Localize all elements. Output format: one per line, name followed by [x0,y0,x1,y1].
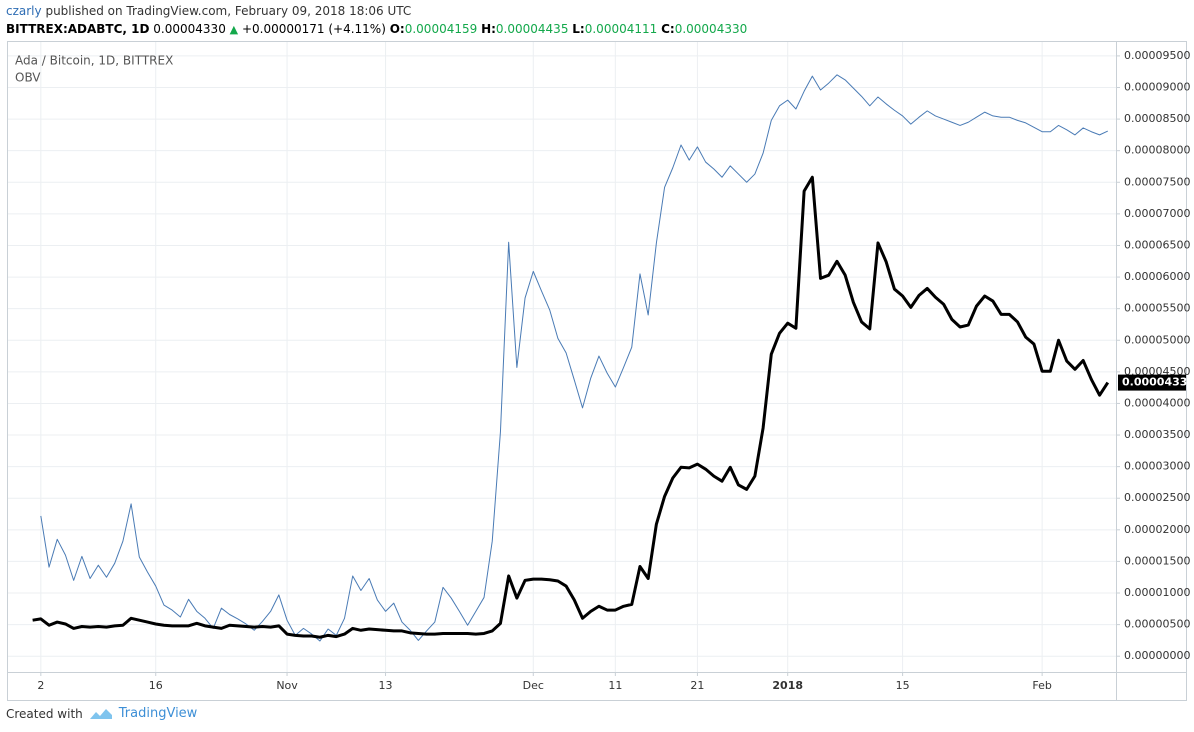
x-tick-label: Dec [523,679,544,692]
low-label: L: [572,22,585,36]
last-price-label: 0.00004330 [1122,376,1194,389]
y-tick-label: 0.00002500 [1124,491,1190,504]
y-tick-label: 0.00007000 [1124,207,1190,220]
last-price: 0.00004330 [153,22,226,36]
x-tick-label: 2018 [772,679,803,692]
up-arrow: ▲ [229,23,239,36]
y-tick-label: 0.00008500 [1124,112,1190,125]
y-tick-label: 0.00005000 [1124,333,1190,346]
last-price-tag [1118,374,1186,391]
plot [32,74,1110,642]
x-tick-label: 16 [149,679,163,692]
y-tick-label: 0.00007500 [1124,175,1190,188]
open-label: O: [389,22,405,36]
footer: Created with TradingView [6,706,197,721]
series-line [40,74,1108,642]
y-tick-label: 0.00008000 [1124,144,1190,157]
y-tick-label: 0.00004000 [1124,396,1190,409]
created-with: Created with [6,706,83,721]
logo [89,708,112,719]
x-tick-label: Nov [276,679,298,692]
x-tick-label: 21 [690,679,704,692]
y-tick-label: 0.00003500 [1124,428,1190,441]
symbol: BITTREX:ADABTC, 1D [6,22,150,36]
grid: 0.00000000 0.00000500 0.00001000 0.00001500… [8,42,1190,692]
y-tick-label: 0.00001500 [1124,554,1190,567]
close-label: C: [661,22,675,36]
y-tick-label: 0.00005500 [1124,302,1190,315]
pane-title: Ada / Bitcoin, 1D, BITTREX [15,54,173,68]
change: +0.00000171 (+4.11%) [241,22,386,36]
ohlc-line: BITTREX:ADABTC, 1D 0.00004330 ▲ +0.00000… [6,22,747,36]
y-tick-label: 0.00000000 [1124,649,1190,662]
x-tick-label: 11 [608,679,622,692]
y-tick-label: 0.00009500 [1124,49,1190,62]
y-tick-label: 0.00006000 [1124,270,1190,283]
x-tick-label: Feb [1032,679,1051,692]
publish-info: published on TradingView.com, February 0… [45,4,412,18]
brand[interactable]: TradingView [118,706,198,721]
y-tick-label: 0.00009000 [1124,80,1190,93]
y-tick-label: 0.00006500 [1124,238,1190,251]
x-tick-label: 2 [37,679,44,692]
series-line [32,175,1110,639]
y-tick-label: 0.00001000 [1124,586,1190,599]
y-tick-label: 0.00003000 [1124,460,1190,473]
chart-frame [7,41,1187,701]
open-value: 0.00004159 [404,22,478,36]
x-tick-label: 13 [379,679,393,692]
low-value: 0.00004111 [584,22,658,36]
x-tick-label: 15 [896,679,910,692]
y-tick-label: 0.00002000 [1124,523,1190,536]
legend-obv: OBV [15,71,41,85]
author[interactable]: czarly [6,4,42,18]
publish-line: czarly published on TradingView.com, Feb… [6,4,411,18]
high-value: 0.00004435 [495,22,569,36]
high-label: H: [481,22,496,36]
y-tick-label: 0.00000500 [1124,618,1190,631]
close-value: 0.00004330 [674,22,748,36]
